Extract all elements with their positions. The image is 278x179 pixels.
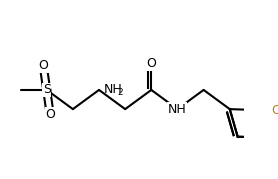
Text: S: S xyxy=(43,83,51,96)
Text: O: O xyxy=(38,59,48,72)
Text: NH: NH xyxy=(104,83,122,96)
Text: 2: 2 xyxy=(117,88,123,97)
Text: O: O xyxy=(45,108,55,121)
Text: O: O xyxy=(147,57,156,70)
Text: NH: NH xyxy=(168,103,187,116)
Text: O: O xyxy=(271,104,278,117)
